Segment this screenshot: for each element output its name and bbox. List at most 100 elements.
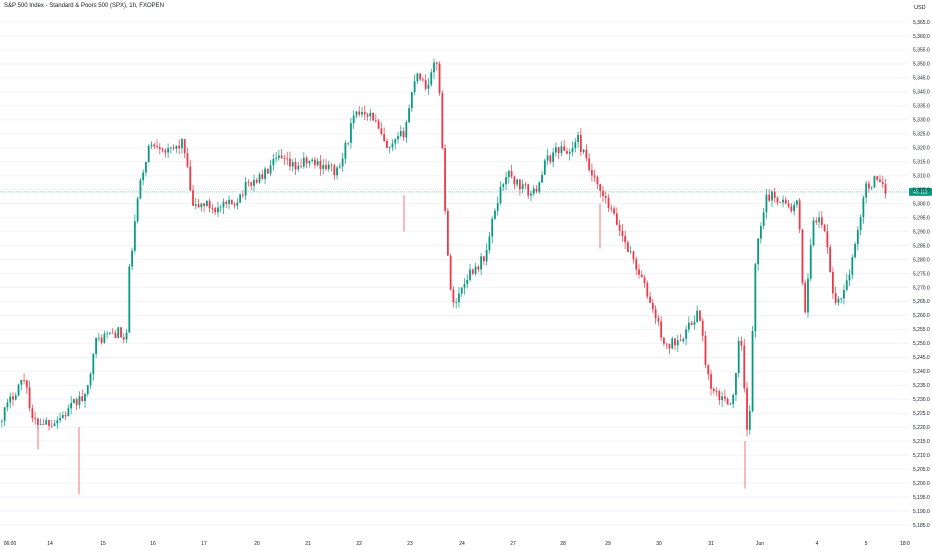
y-tick-label: 5,230.0: [913, 397, 930, 403]
candle-body: [809, 245, 812, 279]
candle-body: [466, 279, 469, 285]
candle-body: [477, 266, 480, 270]
candle-body: [203, 203, 206, 206]
x-tick-label: 18:0: [900, 541, 910, 547]
x-tick-label: 29: [605, 541, 611, 547]
candle-body: [881, 182, 884, 185]
candle-body: [269, 165, 272, 174]
candle-body: [280, 155, 283, 158]
candle-body: [726, 398, 729, 405]
candle-body: [543, 160, 546, 175]
candle-body: [377, 120, 380, 129]
candle-body: [779, 202, 782, 204]
y-tick-label: 5,315.0: [913, 160, 930, 166]
candle-body: [790, 206, 793, 212]
candle-body: [829, 247, 832, 273]
candle-body: [723, 396, 726, 399]
candle-body: [430, 72, 433, 85]
candle-body: [200, 203, 203, 208]
price-axis[interactable]: 5,185.0 5,190.0 5,195.0 5,200.0 5,205.0 5,210…: [913, 20, 930, 529]
candle-body: [92, 353, 95, 374]
x-tick-label: 4: [816, 541, 819, 547]
candle-body: [366, 114, 369, 117]
candle-body: [624, 235, 627, 243]
candle-body: [604, 196, 607, 198]
candle-body: [566, 151, 568, 154]
candle-body: [654, 309, 657, 319]
candle-body: [352, 115, 355, 124]
candle-body: [1, 420, 3, 422]
candle-body: [718, 391, 721, 401]
y-tick-label: 5,280.0: [913, 257, 930, 263]
candle-body: [316, 160, 319, 166]
y-tick-label: 5,330.0: [913, 118, 930, 124]
candle-body: [668, 343, 671, 349]
candle-body: [671, 338, 674, 349]
candle-body: [665, 343, 668, 345]
y-tick-label: 5,200.0: [913, 481, 930, 487]
candle-body: [704, 335, 707, 365]
candle-body: [532, 188, 535, 194]
candle-body: [560, 146, 563, 154]
candle-body: [308, 160, 311, 164]
x-tick-label: 21: [305, 541, 311, 547]
candle-body: [579, 134, 582, 152]
candle-body: [109, 332, 111, 334]
candle-body: [696, 310, 699, 322]
current-price-label: 45.112: [913, 190, 928, 196]
candle-body: [302, 157, 305, 167]
y-tick-label: 5,360.0: [913, 34, 930, 40]
candle-body: [707, 364, 710, 375]
candle-body: [524, 184, 527, 186]
x-tick-label: 17: [201, 541, 207, 547]
candle-body: [391, 143, 394, 148]
candle-body: [812, 220, 815, 246]
candle-body: [380, 128, 383, 135]
candle-body: [870, 187, 873, 189]
candle-body: [474, 266, 477, 274]
candle-body: [793, 204, 796, 212]
y-tick-label: 5,290.0: [913, 229, 930, 235]
y-tick-label: 5,250.0: [913, 341, 930, 347]
candle-body: [771, 191, 773, 201]
candle-body: [194, 204, 197, 206]
candle-body: [638, 269, 640, 275]
y-tick-label: 5,350.0: [913, 62, 930, 68]
candle-body: [410, 92, 413, 109]
candle-body: [131, 250, 133, 267]
candle-body: [588, 158, 591, 171]
time-axis[interactable]: 06:00 14 15 16 17 20 21 22 23 24 27 28 29 30 31 Jun 4 5 18…: [4, 541, 910, 547]
candle-body: [34, 418, 37, 419]
candle-body: [784, 199, 787, 204]
candle-body: [266, 168, 269, 174]
candle-body: [167, 148, 169, 153]
candle-body: [640, 274, 643, 278]
candle-body: [48, 420, 50, 426]
candle-body: [73, 399, 75, 403]
candle-body: [374, 120, 377, 122]
candle-body: [715, 391, 718, 393]
candle-body: [571, 148, 574, 152]
candle-body: [103, 333, 106, 343]
candle-body: [485, 250, 488, 262]
candle-body: [361, 112, 363, 115]
candle-body: [399, 131, 402, 136]
candle-body: [685, 329, 687, 339]
candle-body: [78, 396, 81, 406]
candle-body: [42, 424, 45, 425]
candle-body: [549, 155, 552, 162]
y-tick-label: 5,210.0: [913, 453, 930, 459]
candle-body: [505, 177, 507, 185]
candle-body: [150, 144, 153, 146]
y-tick-label: 5,220.0: [913, 425, 930, 431]
candle-body: [832, 272, 834, 294]
candle-body: [125, 332, 128, 340]
candle-body: [629, 251, 632, 253]
candle-body: [848, 274, 851, 281]
x-tick-label: 06:00: [4, 541, 17, 547]
candle-body: [153, 144, 156, 147]
candle-body: [879, 179, 881, 183]
candle-body: [651, 302, 654, 310]
candle-body: [510, 171, 513, 177]
